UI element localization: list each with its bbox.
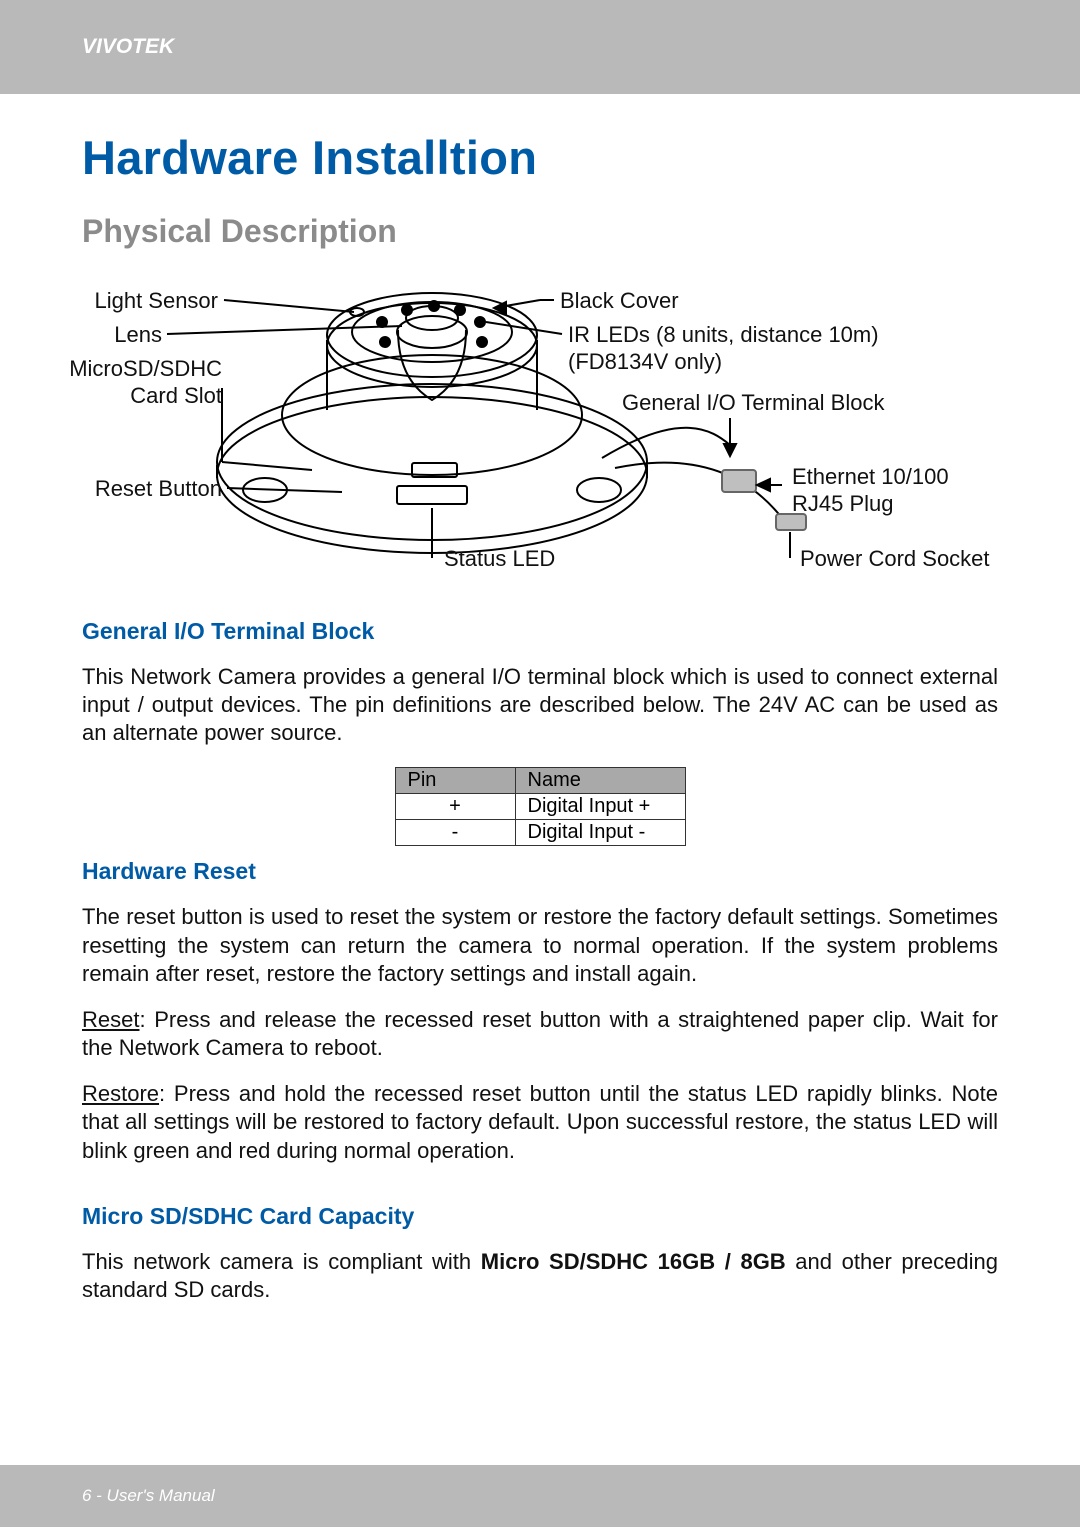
label-lens: Lens [92,322,162,349]
camera-diagram: Light Sensor Lens MicroSD/SDHC Card Slot… [82,260,998,580]
pin-table: Pin Name + Digital Input + - Digital Inp… [395,767,686,846]
camera-diagram-svg [82,260,998,580]
label-status-led: Status LED [444,546,555,573]
label-ethernet: Ethernet 10/100 RJ45 Plug [792,464,949,518]
label-reset-button: Reset Button [62,476,222,503]
reset-label: Reset [82,1007,139,1032]
sd-body-bold: Micro SD/SDHC 16GB / 8GB [481,1249,786,1274]
label-ir-leds-l2: (FD8134V only) [568,349,722,374]
label-sd-slot: MicroSD/SDHC Card Slot [52,356,222,410]
page-content: Hardware Installtion Physical Descriptio… [0,130,1080,1304]
pin-table-col-pin: Pin [395,768,515,794]
label-power-cord: Power Cord Socket [800,546,990,573]
pin-table-cell: Digital Input - [515,820,685,846]
label-ir-leds-l1: IR LEDs (8 units, distance 10m) [568,322,879,347]
restore-label: Restore [82,1081,159,1106]
label-ethernet-l2: RJ45 Plug [792,491,894,516]
pin-table-cell: + [395,794,515,820]
restore-text: : Press and hold the recessed reset butt… [82,1081,998,1162]
reset-text: : Press and release the recessed reset b… [82,1007,998,1060]
pin-table-header: Pin Name [395,768,685,794]
label-ir-leds: IR LEDs (8 units, distance 10m) (FD8134V… [568,322,879,376]
label-sd-slot-l2: Card Slot [130,383,222,408]
pin-table-row: - Digital Input - [395,820,685,846]
pin-table-cell: - [395,820,515,846]
label-io-block: General I/O Terminal Block [622,390,884,417]
hardware-reset-heading: Hardware Reset [82,858,998,885]
label-ethernet-l1: Ethernet 10/100 [792,464,949,489]
pin-table-cell: Digital Input + [515,794,685,820]
label-light-sensor: Light Sensor [78,288,218,315]
sd-capacity-heading: Micro SD/SDHC Card Capacity [82,1203,998,1230]
brand-text: VIVOTEK [82,35,174,59]
label-sd-slot-l1: MicroSD/SDHC [69,356,222,381]
io-terminal-heading: General I/O Terminal Block [82,618,998,645]
io-terminal-body: This Network Camera provides a general I… [82,663,998,747]
sd-body-before: This network camera is compliant with [82,1249,481,1274]
footer-text: 6 - User's Manual [82,1486,215,1506]
sd-capacity-body: This network camera is compliant with Mi… [82,1248,998,1304]
header-band: VIVOTEK [0,0,1080,94]
page-title: Hardware Installtion [82,130,998,185]
pin-table-row: + Digital Input + [395,794,685,820]
footer-band: 6 - User's Manual [0,1465,1080,1527]
hardware-reset-p2: Reset: Press and release the recessed re… [82,1006,998,1062]
hardware-reset-p3: Restore: Press and hold the recessed res… [82,1080,998,1164]
hardware-reset-p1: The reset button is used to reset the sy… [82,903,998,987]
label-black-cover: Black Cover [560,288,679,315]
pin-table-col-name: Name [515,768,685,794]
physical-description-heading: Physical Description [82,213,998,250]
